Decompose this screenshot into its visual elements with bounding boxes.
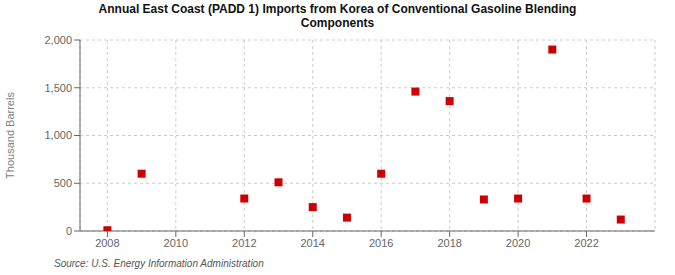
- html-text:Source: U.S. Energy Informatio: Source: U.S. Energy Information Administ…: [54, 258, 264, 269]
- svg-text:1,000: 1,000: [44, 129, 72, 141]
- html-text:Components: Components: [300, 16, 375, 30]
- svg-text:2008: 2008: [95, 237, 119, 249]
- svg-text:2012: 2012: [232, 237, 256, 249]
- svg-text:2010: 2010: [164, 237, 188, 249]
- svg-text:1,500: 1,500: [44, 82, 72, 94]
- svg-text:2014: 2014: [300, 237, 324, 249]
- svg-text:0: 0: [66, 225, 72, 237]
- svg-text:2016: 2016: [369, 237, 393, 249]
- svg-text:500: 500: [54, 177, 72, 189]
- svg-text:2020: 2020: [506, 237, 530, 249]
- svg-text:2,000: 2,000: [44, 34, 72, 46]
- svg-text:2022: 2022: [574, 237, 598, 249]
- svg-text:2018: 2018: [437, 237, 461, 249]
- html-text:Annual East Coast (PADD 1) Imp: Annual East Coast (PADD 1) Imports from …: [98, 2, 577, 16]
- svg-text:Thousand Barrels: Thousand Barrels: [8, 92, 16, 179]
